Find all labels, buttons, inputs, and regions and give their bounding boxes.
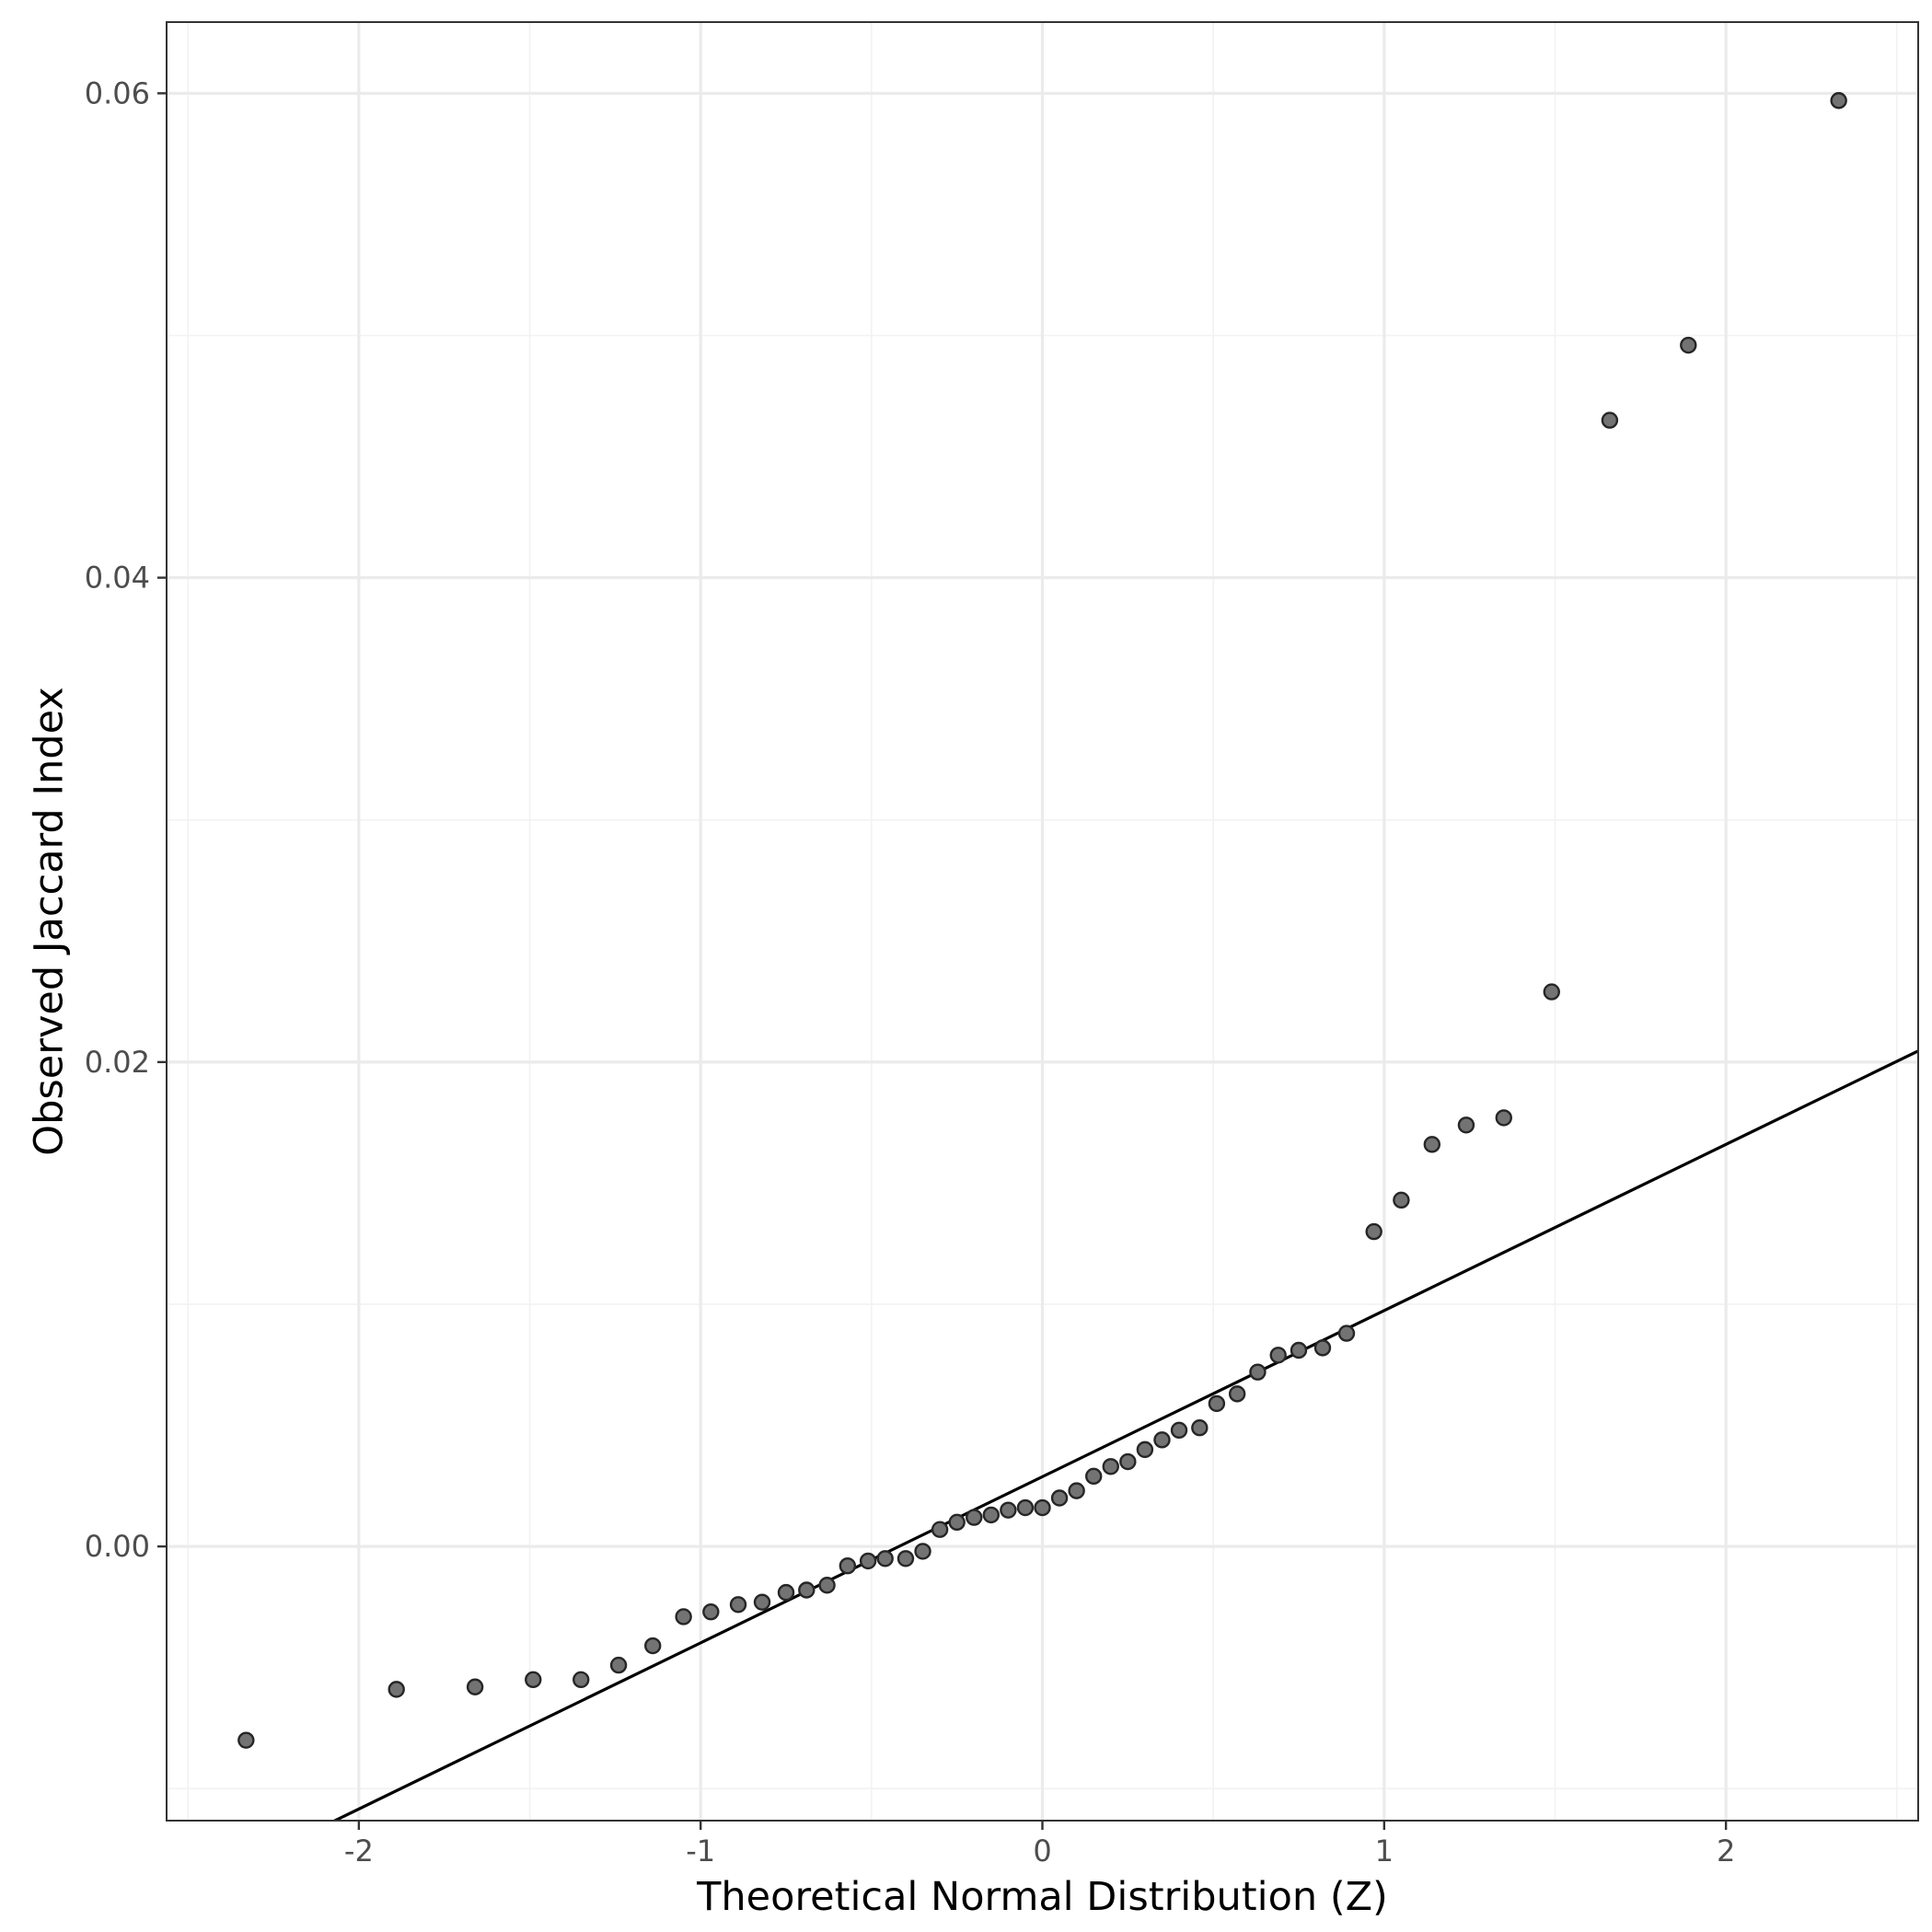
data-point: [1495, 1109, 1512, 1127]
data-point: [1191, 1419, 1209, 1437]
data-point: [1423, 1136, 1441, 1153]
data-point: [1102, 1458, 1119, 1475]
data-point: [897, 1550, 915, 1568]
data-point: [1249, 1363, 1267, 1381]
reference-line-layer: [331, 1049, 1918, 1821]
major-gridlines: [167, 22, 1918, 1821]
data-point: [1000, 1501, 1017, 1519]
data-point: [914, 1543, 931, 1560]
reference-line: [331, 1049, 1918, 1821]
data-point: [798, 1581, 816, 1599]
x-tick-label: -1: [686, 1834, 715, 1868]
y-tick-label: 0.06: [85, 75, 150, 110]
x-tick-label: 2: [1717, 1834, 1735, 1868]
y-tick-label: 0.04: [85, 561, 150, 596]
data-point: [777, 1583, 795, 1602]
data-point: [1068, 1482, 1085, 1499]
x-axis-ticks: -2 -1 0 1 2: [344, 1821, 1735, 1868]
data-point: [702, 1602, 720, 1621]
data-point: [1170, 1421, 1188, 1440]
data-point: [818, 1577, 836, 1594]
data-point: [948, 1513, 966, 1532]
data-point: [466, 1678, 484, 1695]
data-point: [1457, 1116, 1475, 1134]
data-point: [1680, 336, 1697, 354]
data-point: [1543, 983, 1560, 1001]
data-point: [1084, 1467, 1103, 1486]
data-point: [1016, 1498, 1035, 1517]
data-points: [237, 92, 1847, 1749]
y-axis-title: Observed Jaccard Index: [27, 687, 73, 1155]
data-point: [1337, 1325, 1356, 1342]
data-point: [573, 1671, 590, 1689]
y-tick-label: 0.00: [85, 1529, 150, 1564]
data-point: [1269, 1347, 1287, 1364]
y-tick-label: 0.02: [85, 1045, 150, 1080]
data-point: [966, 1509, 983, 1526]
data-point: [839, 1556, 857, 1575]
data-point: [675, 1608, 692, 1625]
data-point: [1050, 1489, 1069, 1507]
x-tick-label: 1: [1375, 1834, 1394, 1868]
data-point: [237, 1731, 255, 1749]
data-point: [1208, 1394, 1226, 1413]
x-tick-label: 0: [1033, 1834, 1051, 1868]
data-point: [1034, 1498, 1051, 1517]
x-tick-label: -2: [344, 1834, 374, 1868]
x-axis-title: Theoretical Normal Distribution (Z): [696, 1874, 1388, 1920]
data-point: [1393, 1191, 1410, 1209]
data-point: [931, 1521, 949, 1538]
data-point: [1119, 1452, 1137, 1471]
data-point: [643, 1637, 662, 1655]
data-point: [1228, 1385, 1246, 1403]
data-point: [1313, 1339, 1332, 1357]
data-point: [876, 1550, 894, 1568]
y-axis-ticks: 0.00 0.02 0.04 0.06: [85, 75, 167, 1564]
data-point: [982, 1506, 1001, 1524]
data-point: [609, 1656, 628, 1674]
data-point: [1153, 1431, 1171, 1449]
data-point: [753, 1593, 771, 1611]
data-point: [859, 1552, 877, 1570]
data-point: [525, 1671, 542, 1689]
data-point: [1290, 1341, 1308, 1359]
data-point: [1830, 92, 1847, 110]
data-point: [1365, 1222, 1382, 1241]
data-point: [729, 1596, 747, 1614]
data-point: [1136, 1440, 1154, 1459]
data-point: [388, 1681, 405, 1698]
data-point: [1601, 411, 1619, 429]
